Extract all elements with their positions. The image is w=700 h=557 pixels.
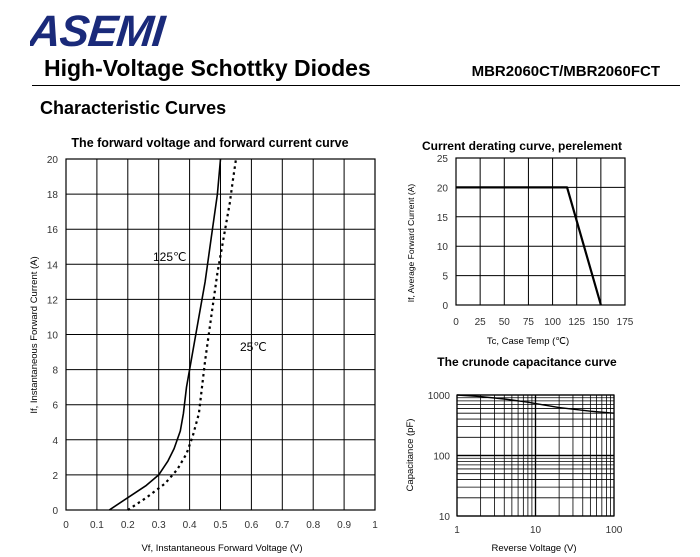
y-tick-label: 100 bbox=[433, 452, 450, 463]
derating-y-ticks: 0 5 10 15 20 25 bbox=[437, 154, 449, 312]
fv-x-label: Vf, Instantaneous Forward Voltage (V) bbox=[141, 543, 302, 554]
x-tick-label: 0.9 bbox=[337, 520, 351, 531]
y-tick-label: 0 bbox=[52, 506, 58, 517]
x-tick-label: 25 bbox=[475, 317, 487, 328]
capacitance-grid bbox=[456, 394, 615, 517]
part-number: MBR2060CT/MBR2060FCT bbox=[471, 63, 660, 80]
y-tick-label: 10 bbox=[437, 242, 449, 253]
capacitance-y-label: Capacitance (pF) bbox=[405, 419, 416, 492]
y-tick-label: 15 bbox=[437, 213, 449, 224]
x-tick-label: 0.6 bbox=[244, 520, 258, 531]
capacitance-series bbox=[456, 394, 615, 414]
x-tick-label: 0 bbox=[63, 520, 69, 531]
y-tick-label: 6 bbox=[52, 401, 58, 412]
fv-x-ticks: 0 0.1 0.2 0.3 0.4 0.5 0.6 0.7 0.8 0.9 1 bbox=[63, 520, 378, 531]
series-label-25c: 25℃ bbox=[240, 340, 267, 354]
x-tick-label: 0.3 bbox=[152, 520, 166, 531]
y-tick-label: 10 bbox=[439, 512, 451, 523]
y-tick-label: 20 bbox=[47, 155, 59, 166]
series-line-0 bbox=[456, 186, 602, 306]
x-tick-label: 0.4 bbox=[183, 520, 197, 531]
y-tick-label: 20 bbox=[437, 183, 449, 194]
x-tick-label: 0.5 bbox=[214, 520, 228, 531]
x-tick-label: 175 bbox=[617, 317, 634, 328]
derating-series bbox=[456, 186, 602, 306]
asemi-logo: ASEMI bbox=[26, 6, 230, 56]
section-title: Characteristic Curves bbox=[40, 98, 227, 118]
x-tick-label: 50 bbox=[499, 317, 511, 328]
fv-series bbox=[108, 158, 238, 511]
y-tick-label: 25 bbox=[437, 154, 449, 165]
x-tick-label: 0.7 bbox=[275, 520, 289, 531]
x-tick-label: 0 bbox=[453, 317, 459, 328]
y-tick-label: 5 bbox=[442, 272, 448, 283]
y-tick-label: 8 bbox=[52, 366, 58, 377]
x-tick-label: 100 bbox=[606, 525, 623, 536]
x-tick-label: 1 bbox=[454, 525, 460, 536]
series-line-0 bbox=[108, 158, 222, 511]
plot-frame bbox=[456, 394, 615, 517]
y-tick-label: 18 bbox=[47, 190, 59, 201]
y-tick-label: 2 bbox=[52, 471, 58, 482]
x-tick-label: 100 bbox=[544, 317, 561, 328]
title-divider bbox=[32, 85, 680, 86]
fv-chart-title: The forward voltage and forward current … bbox=[71, 136, 348, 150]
y-tick-label: 0 bbox=[442, 301, 448, 312]
y-tick-label: 10 bbox=[47, 331, 59, 342]
derating-x-ticks: 0 25 50 75 100 125 150 175 bbox=[453, 317, 634, 328]
series-line-1 bbox=[127, 158, 238, 511]
x-tick-label: 10 bbox=[530, 525, 542, 536]
capacitance-x-label: Reverse Voltage (V) bbox=[491, 543, 576, 554]
derating-chart: Current derating curve, perelement 0 25 50… bbox=[406, 139, 634, 347]
derating-y-label: If, Average Forward Current (A) bbox=[406, 184, 416, 303]
y-tick-label: 14 bbox=[47, 260, 59, 271]
forward-voltage-chart: The forward voltage and forward current … bbox=[29, 136, 378, 554]
x-tick-label: 0.8 bbox=[306, 520, 320, 531]
y-tick-label: 4 bbox=[52, 436, 58, 447]
fv-grid bbox=[65, 158, 376, 511]
x-tick-label: 1 bbox=[372, 520, 378, 531]
logo-text: ASEMI bbox=[30, 7, 169, 52]
page-title: High-Voltage Schottky Diodes bbox=[44, 55, 371, 81]
fv-y-label: If, Instantaneous Forward Current (A) bbox=[29, 256, 40, 413]
derating-x-label: Tc, Case Temp (℃) bbox=[487, 336, 569, 347]
y-tick-label: 1000 bbox=[428, 391, 451, 402]
capacitance-chart: The crunode capacitance curve 1 10 100 101… bbox=[405, 355, 623, 554]
capacitance-x-ticks: 1 10 100 bbox=[454, 525, 623, 536]
y-tick-label: 12 bbox=[47, 295, 59, 306]
capacitance-y-ticks: 10 100 1000 bbox=[428, 391, 451, 523]
x-tick-label: 0.1 bbox=[90, 520, 104, 531]
x-tick-label: 0.2 bbox=[121, 520, 135, 531]
x-tick-label: 75 bbox=[523, 317, 535, 328]
derating-grid bbox=[455, 157, 626, 306]
plot-frame bbox=[455, 157, 626, 306]
x-tick-label: 125 bbox=[568, 317, 585, 328]
y-tick-label: 16 bbox=[47, 225, 59, 236]
fv-y-ticks: 0 2 4 6 8 10 12 14 16 18 20 bbox=[47, 155, 59, 517]
capacitance-chart-title: The crunode capacitance curve bbox=[437, 355, 617, 369]
series-line-0 bbox=[456, 394, 615, 414]
x-tick-label: 150 bbox=[593, 317, 610, 328]
series-label-125c: 125℃ bbox=[153, 250, 187, 264]
derating-chart-title: Current derating curve, perelement bbox=[422, 139, 622, 153]
